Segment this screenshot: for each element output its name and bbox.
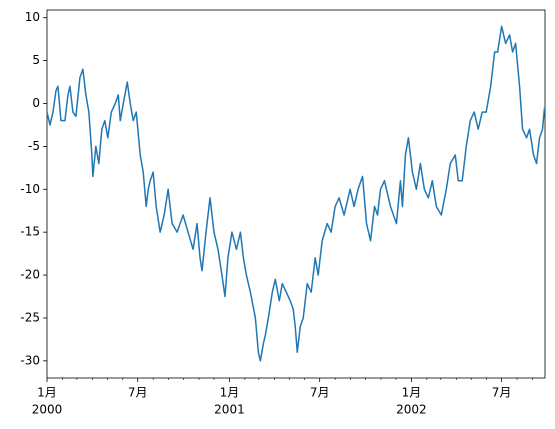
x-tick-label: 1月	[37, 386, 57, 400]
plot-frame	[46, 9, 546, 379]
y-tick-label: -25	[20, 310, 40, 324]
data-line	[46, 25, 546, 362]
x-tick-label: 7月	[310, 386, 330, 400]
x-tick-year: 2001	[214, 403, 245, 417]
y-tick-label: 10	[25, 10, 40, 24]
x-tick-label: 7月	[492, 386, 512, 400]
y-tick-label: -20	[20, 268, 40, 282]
y-tick-label: -15	[20, 225, 40, 239]
x-tick-label: 7月	[128, 386, 148, 400]
x-tick-label: 1月	[402, 386, 422, 400]
y-tick-label: 0	[32, 96, 40, 110]
y-tick-label: -10	[20, 182, 40, 196]
y-tick-label: -5	[28, 139, 40, 153]
x-tick-label: 1月	[220, 386, 240, 400]
x-tick-year: 2002	[396, 403, 427, 417]
y-tick-label: 5	[32, 53, 40, 67]
x-tick-year: 2000	[32, 403, 63, 417]
y-tick-label: -30	[20, 353, 40, 367]
